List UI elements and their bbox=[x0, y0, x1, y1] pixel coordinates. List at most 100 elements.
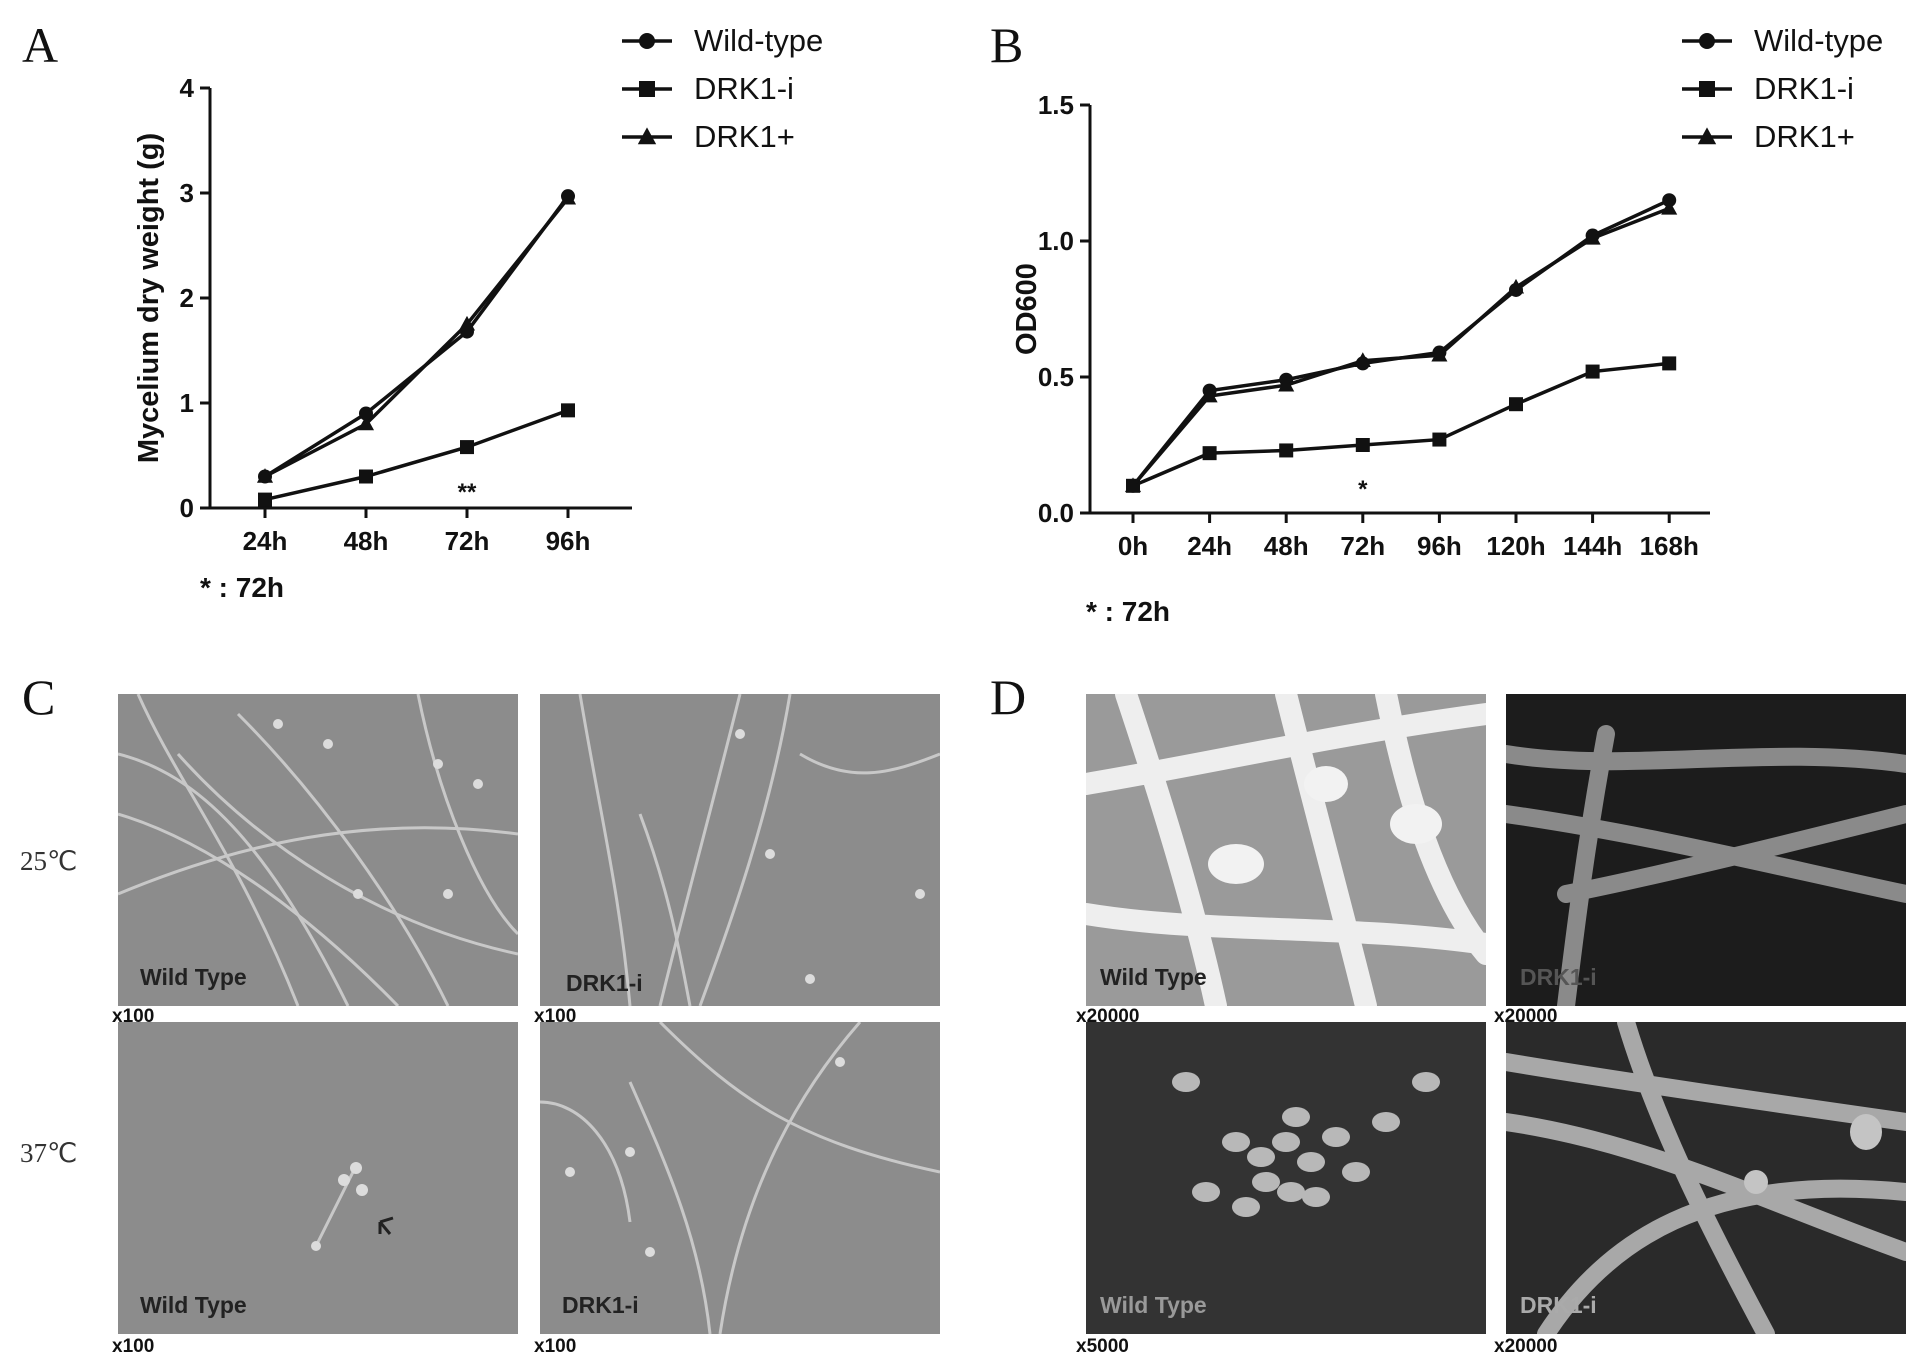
x-tick-label: 0h bbox=[1118, 531, 1148, 561]
magnification-label: x100 bbox=[112, 1336, 155, 1357]
legend-entry: DRK1+ bbox=[694, 119, 795, 154]
y-axis-label: Mycelium dry weight (g) bbox=[133, 133, 165, 463]
data-point bbox=[1355, 438, 1370, 452]
significance-mark: * bbox=[1358, 476, 1368, 503]
hyphae-texture bbox=[578, 694, 940, 1006]
temperature-label-25: 25℃ bbox=[20, 846, 78, 876]
legend-marker bbox=[1699, 81, 1715, 97]
legend-marker bbox=[639, 81, 655, 97]
legend-entry: Wild-type bbox=[1754, 23, 1883, 58]
x-tick-label: 96h bbox=[546, 526, 591, 556]
data-point bbox=[258, 492, 272, 507]
sem-label: DRK1-i bbox=[1520, 1292, 1597, 1318]
y-axis-label: OD600 bbox=[1011, 263, 1043, 355]
legend-entry: DRK1+ bbox=[1754, 119, 1855, 154]
panel-letter-d: D bbox=[990, 669, 1027, 725]
data-point bbox=[1201, 387, 1218, 403]
chart-b-significance-note: * : 72h bbox=[1086, 596, 1171, 627]
y-tick-label: 0.5 bbox=[1038, 362, 1074, 392]
data-point bbox=[1662, 356, 1677, 371]
sem-texture bbox=[1172, 1072, 1440, 1217]
x-tick-label: 24h bbox=[1187, 531, 1232, 561]
sem-texture bbox=[1086, 694, 1486, 1006]
chart-a-significance-note: * : 72h bbox=[200, 572, 285, 603]
x-tick-label: 96h bbox=[1417, 531, 1462, 561]
data-point bbox=[458, 315, 476, 331]
hyphae-texture bbox=[540, 1022, 940, 1334]
legend-marker bbox=[639, 33, 655, 49]
data-point bbox=[561, 403, 575, 418]
x-tick-label: 168h bbox=[1640, 531, 1699, 561]
y-tick-label: 2 bbox=[180, 283, 194, 313]
y-tick-label: 1 bbox=[180, 388, 194, 418]
legend-marker bbox=[637, 127, 657, 145]
sem-label: Wild Type bbox=[1100, 964, 1207, 990]
micrograph-label: Wild Type bbox=[140, 1292, 247, 1318]
data-point bbox=[1584, 229, 1601, 245]
chart-b-od600: 0.0 0.5 1.0 1.5 0h 24h 48h 72h 96h 120h 144h 168h OD… bbox=[1011, 23, 1883, 561]
sem-label: DRK1-i bbox=[1520, 964, 1597, 990]
magnification-label: x20000 bbox=[1076, 1006, 1140, 1027]
data-point bbox=[357, 415, 375, 431]
legend-marker bbox=[1699, 33, 1715, 49]
data-point bbox=[1509, 397, 1523, 412]
sem-d-wild-type-5000: Wild Type bbox=[1086, 1022, 1486, 1334]
x-tick-label: 144h bbox=[1563, 531, 1622, 561]
panel-letter-a: A bbox=[22, 17, 59, 73]
sem-d-drk1i-20000: DRK1-i bbox=[1506, 694, 1906, 1006]
data-point bbox=[1279, 443, 1294, 458]
data-point bbox=[559, 189, 577, 205]
data-point bbox=[1202, 446, 1217, 461]
sem-d-wild-type-20000: Wild Type bbox=[1086, 694, 1486, 1006]
data-point bbox=[1432, 432, 1447, 447]
data-point bbox=[1661, 199, 1678, 215]
panel-letter-c: C bbox=[22, 669, 56, 725]
data-point bbox=[359, 406, 373, 421]
magnification-label: x20000 bbox=[1494, 1336, 1558, 1357]
micrograph-label: DRK1-i bbox=[566, 970, 643, 996]
micrograph-label: Wild Type bbox=[140, 964, 247, 990]
x-tick-label: 48h bbox=[1264, 531, 1309, 561]
y-tick-label: 4 bbox=[180, 73, 195, 103]
x-tick-label: 48h bbox=[344, 526, 389, 556]
hyphae-texture bbox=[311, 1162, 394, 1251]
data-point bbox=[256, 468, 274, 483]
hyphae-texture bbox=[118, 694, 518, 1006]
data-point bbox=[1354, 352, 1371, 367]
magnification-label: x100 bbox=[534, 1336, 577, 1357]
y-tick-label: 3 bbox=[180, 178, 194, 208]
sem-texture bbox=[1506, 725, 1906, 1006]
data-point bbox=[1124, 477, 1142, 493]
magnification-label: x100 bbox=[112, 1006, 155, 1027]
data-point bbox=[1278, 376, 1295, 392]
series-line bbox=[1131, 206, 1670, 487]
legend-entry: Wild-type bbox=[694, 23, 823, 58]
sem-d-drk1i-20000-b: DRK1-i bbox=[1506, 1022, 1906, 1334]
micrograph-c-drk1i-37: DRK1-i bbox=[540, 1022, 940, 1334]
magnification-label: x20000 bbox=[1494, 1006, 1558, 1027]
chart-a-dry-weight: 0 1 2 3 4 24h 48h 72h 96h Mycelium dry weight (g)… bbox=[133, 23, 823, 556]
temperature-label-37: 37℃ bbox=[20, 1138, 78, 1168]
series-line bbox=[264, 197, 570, 479]
series-line bbox=[264, 195, 570, 478]
y-tick-label: 0 bbox=[180, 493, 194, 523]
x-tick-label: 72h bbox=[1340, 531, 1385, 561]
y-tick-label: 1.0 bbox=[1038, 226, 1074, 256]
legend-entry: DRK1-i bbox=[694, 71, 794, 106]
y-tick-label: 0.0 bbox=[1038, 498, 1074, 528]
micrograph-c-wild-type-37: Wild Type bbox=[118, 1022, 518, 1334]
legend-marker bbox=[1697, 127, 1717, 145]
series-line bbox=[1132, 361, 1670, 488]
sem-texture bbox=[1506, 1022, 1906, 1334]
data-point bbox=[460, 440, 474, 455]
data-point bbox=[1507, 278, 1525, 294]
micrograph-label: DRK1-i bbox=[562, 1292, 639, 1318]
arrow-icon bbox=[378, 1216, 394, 1235]
panel-letter-b: B bbox=[990, 17, 1024, 73]
micrograph-c-wild-type-25: Wild Type bbox=[118, 694, 518, 1006]
magnification-label: x100 bbox=[534, 1006, 577, 1027]
data-point bbox=[359, 469, 373, 484]
micrograph-c-drk1i-25: DRK1-i bbox=[540, 694, 940, 1006]
data-point bbox=[1585, 364, 1600, 379]
x-tick-label: 120h bbox=[1486, 531, 1545, 561]
